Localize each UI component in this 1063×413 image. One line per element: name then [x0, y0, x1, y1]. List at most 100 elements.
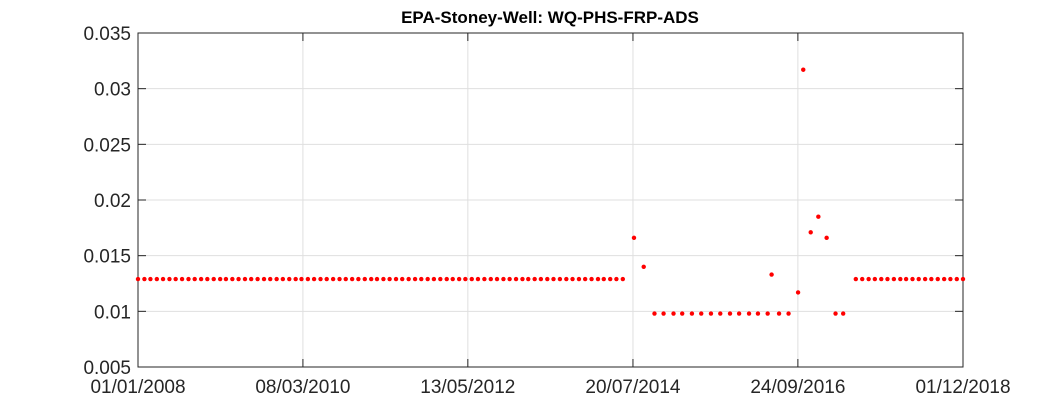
data-point [444, 276, 449, 282]
data-point [330, 276, 336, 282]
data-point [755, 311, 761, 316]
x-tick-label: 13/05/2012 [420, 377, 515, 398]
data-point [727, 311, 733, 316]
y-tick-label: 0.005 [83, 358, 131, 379]
data-point [601, 276, 606, 282]
data-point [475, 276, 481, 282]
data-point [469, 276, 474, 282]
data-point [362, 276, 367, 282]
data-point [179, 276, 185, 282]
y-tick-label: 0.015 [83, 247, 131, 268]
data-point [305, 276, 311, 282]
data-point [935, 276, 940, 282]
data-point [808, 230, 813, 235]
data-point [299, 276, 304, 282]
data-point [431, 276, 437, 282]
data-point [520, 276, 525, 282]
data-point [261, 276, 267, 282]
data-point [954, 276, 959, 282]
data-point [576, 276, 582, 282]
data-point [620, 276, 626, 282]
x-tick-label: 20/07/2014 [585, 377, 681, 398]
data-point [387, 276, 392, 282]
data-point [824, 235, 829, 241]
data-point [198, 276, 204, 282]
data-point [230, 276, 235, 282]
data-point [564, 276, 569, 282]
chart-title: EPA-Stoney-Well: WQ-PHS-FRP-ADS [401, 8, 699, 27]
data-point [903, 276, 909, 282]
data-point [589, 276, 594, 282]
data-point [860, 276, 865, 282]
data-point [318, 276, 323, 282]
data-point [369, 276, 374, 282]
data-point [142, 276, 147, 282]
data-point [948, 276, 953, 282]
data-point [482, 276, 487, 282]
data-point [885, 276, 890, 282]
data-point [255, 276, 260, 282]
data-point [223, 276, 229, 282]
data-point [148, 276, 153, 282]
data-point [652, 311, 657, 316]
data-point [661, 311, 666, 316]
data-point [736, 311, 742, 316]
data-point [393, 276, 399, 282]
data-point [293, 276, 298, 282]
data-point [833, 311, 838, 316]
data-point [513, 276, 519, 282]
data-point [356, 276, 361, 282]
data-point [501, 276, 506, 282]
data-point [801, 67, 806, 72]
data-point [488, 276, 493, 282]
data-point [922, 276, 928, 282]
data-point [786, 311, 791, 316]
data-point [242, 276, 248, 282]
data-point [211, 276, 216, 282]
data-point [631, 235, 637, 241]
data-point [268, 276, 273, 282]
data-point [381, 276, 386, 282]
data-point [641, 264, 646, 269]
data-point [840, 311, 846, 316]
data-point [287, 276, 292, 282]
data-point [929, 276, 934, 282]
data-point [582, 276, 588, 282]
data-point [311, 276, 317, 282]
data-point [910, 276, 915, 282]
data-point [217, 276, 223, 282]
data-point [853, 276, 859, 282]
x-tick-label: 01/01/2008 [90, 377, 185, 398]
y-tick-label: 0.03 [94, 80, 131, 101]
data-point [960, 276, 966, 282]
data-point [406, 276, 411, 282]
data-point [689, 311, 695, 316]
data-point [337, 276, 342, 282]
data-point [718, 311, 723, 316]
data-point [173, 276, 178, 282]
data-point [438, 276, 443, 282]
data-point [538, 276, 544, 282]
data-point [526, 276, 531, 282]
data-point [425, 276, 430, 282]
data-point [776, 311, 782, 316]
data-point [680, 311, 685, 316]
data-point [160, 276, 166, 282]
data-point [192, 276, 197, 282]
data-point [614, 276, 619, 282]
data-point [916, 276, 921, 282]
data-point [343, 276, 348, 282]
data-point [236, 276, 241, 282]
y-tick-label: 0.035 [83, 24, 131, 45]
y-tick-label: 0.025 [83, 135, 131, 156]
data-point [699, 311, 704, 316]
data-point [280, 276, 286, 282]
data-point [400, 276, 405, 282]
data-point [746, 311, 752, 316]
data-point [570, 276, 575, 282]
data-point [769, 272, 774, 277]
data-point [551, 276, 556, 282]
data-point [154, 276, 160, 282]
x-tick-label: 08/03/2010 [255, 377, 350, 398]
